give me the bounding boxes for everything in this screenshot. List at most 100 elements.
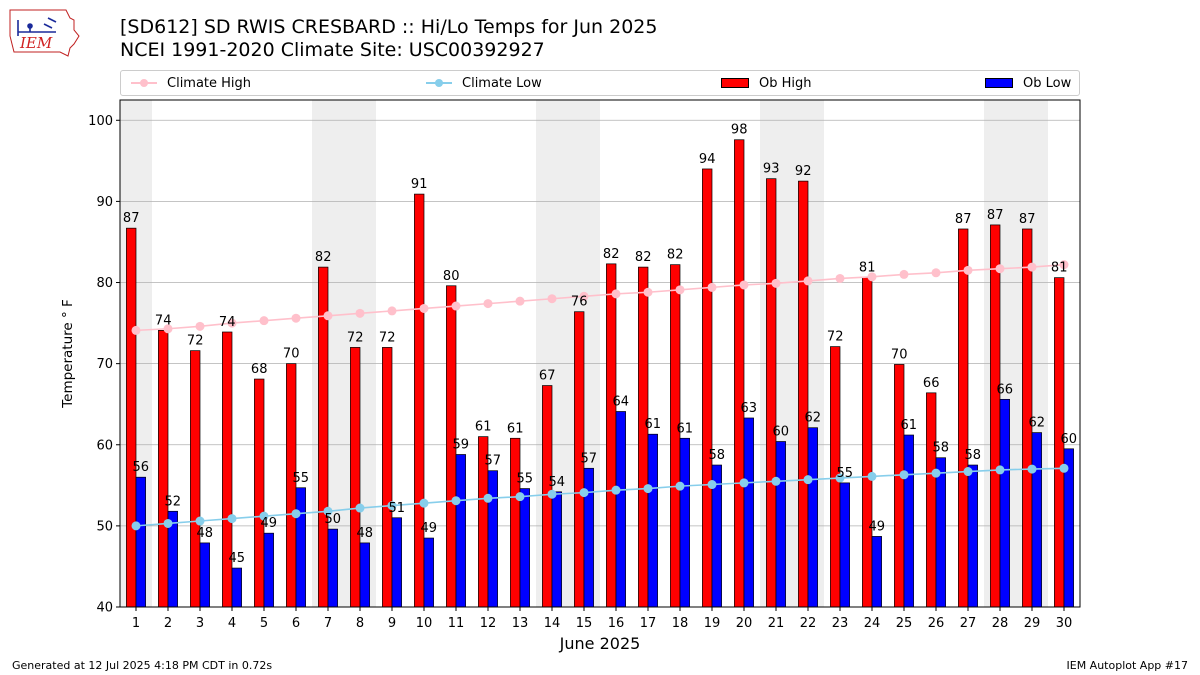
ob-high-bar-1 bbox=[126, 227, 137, 608]
ob-low-bar-27 bbox=[967, 464, 978, 608]
climate-low-point-22 bbox=[803, 475, 813, 485]
chart-title: [SD612] SD RWIS CRESBARD :: Hi/Lo Temps … bbox=[120, 16, 658, 38]
climate-high-point-14 bbox=[547, 294, 557, 304]
climate-high-point-13 bbox=[515, 296, 525, 306]
climate-high-point-5 bbox=[259, 316, 269, 326]
iem-logo: IEM bbox=[8, 6, 82, 62]
legend-item-climate-low: Climate Low bbox=[426, 74, 542, 92]
ob-low-label-30: 60 bbox=[1061, 432, 1078, 447]
ob-high-label-4: 74 bbox=[219, 315, 236, 330]
ob-low-bar-3 bbox=[199, 542, 210, 608]
ob-high-bar-27 bbox=[958, 228, 969, 608]
ob-high-label-3: 72 bbox=[187, 334, 204, 349]
ob-low-label-26: 58 bbox=[933, 441, 950, 456]
climate-low-point-8 bbox=[355, 503, 365, 513]
ob-low-label-14: 54 bbox=[549, 475, 566, 490]
climate-low-point-20 bbox=[739, 478, 749, 488]
x-tick-label-12: 12 bbox=[480, 616, 497, 631]
ob-low-label-6: 55 bbox=[293, 471, 310, 486]
ob-high-bar-17 bbox=[638, 266, 649, 608]
climate-high-point-20 bbox=[739, 280, 749, 290]
y-tick-label-70: 70 bbox=[96, 357, 113, 372]
climate-low-point-19 bbox=[707, 480, 717, 490]
ob-high-label-5: 68 bbox=[251, 362, 268, 377]
climate-low-point-21 bbox=[771, 476, 781, 486]
ob-low-bar-22 bbox=[807, 427, 818, 608]
ob-high-label-25: 70 bbox=[891, 347, 908, 362]
ob-high-label-30: 81 bbox=[1051, 261, 1068, 276]
ob-high-label-18: 82 bbox=[667, 248, 684, 263]
plot-frame bbox=[119, 99, 1081, 608]
climate-low-point-18 bbox=[675, 481, 685, 491]
x-tick-label-18: 18 bbox=[672, 616, 689, 631]
climate-high-point-25 bbox=[899, 269, 909, 279]
ob-low-label-12: 57 bbox=[485, 454, 502, 469]
ob-high-bar-13 bbox=[510, 437, 521, 608]
climate-low-point-24 bbox=[867, 471, 877, 481]
x-tick-label-26: 26 bbox=[928, 616, 945, 631]
ob-high-bar-22 bbox=[798, 180, 809, 608]
ob-low-label-11: 59 bbox=[453, 437, 470, 452]
ob-low-label-25: 61 bbox=[901, 418, 918, 433]
ob-low-bar-23 bbox=[839, 482, 850, 608]
ob-low-label-8: 48 bbox=[357, 526, 374, 541]
ob-high-label-28: 87 bbox=[987, 208, 1004, 223]
ob-high-label-16: 82 bbox=[603, 247, 620, 262]
ob-high-label-17: 82 bbox=[635, 250, 652, 265]
ob-high-label-29: 87 bbox=[1019, 212, 1036, 227]
ob-high-bar-10 bbox=[414, 193, 425, 608]
legend-label-ob-low: Ob Low bbox=[1023, 75, 1072, 91]
climate-low-point-1 bbox=[131, 521, 141, 531]
climate-low-point-14 bbox=[547, 489, 557, 499]
ob-low-bar-5 bbox=[263, 532, 274, 608]
climate-high-point-7 bbox=[323, 311, 333, 321]
ob-high-bar-16 bbox=[606, 263, 617, 608]
y-tick-label-60: 60 bbox=[96, 438, 113, 453]
y-tick-label-40: 40 bbox=[96, 601, 113, 616]
climate-low-point-6 bbox=[291, 509, 301, 519]
legend-item-ob-low: Ob Low bbox=[985, 74, 1071, 92]
climate-low-point-26 bbox=[931, 468, 941, 478]
climate-low-point-10 bbox=[419, 498, 429, 508]
climate-high-point-29 bbox=[1027, 262, 1037, 272]
legend-item-climate-high: Climate High bbox=[131, 74, 251, 92]
climate-low-point-9 bbox=[387, 501, 397, 511]
ob-high-bar-8 bbox=[350, 347, 361, 608]
ob-high-label-15: 76 bbox=[571, 295, 588, 310]
ob-low-bar-24 bbox=[871, 536, 882, 608]
ob-high-label-8: 72 bbox=[347, 330, 364, 345]
x-tick-label-28: 28 bbox=[992, 616, 1009, 631]
legend-label-climate-high: Climate High bbox=[167, 75, 252, 91]
climate-high-point-26 bbox=[931, 268, 941, 278]
ob-high-label-11: 80 bbox=[443, 269, 460, 284]
climate-high-point-6 bbox=[291, 313, 301, 323]
y-axis-label: Temperature ° F bbox=[60, 299, 76, 409]
ob-high-label-24: 81 bbox=[859, 261, 876, 276]
ob-low-bar-13 bbox=[519, 488, 530, 608]
ob-high-label-27: 87 bbox=[955, 212, 972, 227]
ob-high-bar-icon bbox=[721, 78, 749, 88]
x-tick-label-19: 19 bbox=[704, 616, 721, 631]
x-tick-label-29: 29 bbox=[1024, 616, 1041, 631]
ob-low-label-21: 60 bbox=[773, 425, 790, 440]
ob-low-bar-26 bbox=[935, 457, 946, 608]
climate-low-point-2 bbox=[163, 518, 173, 528]
ob-low-label-17: 61 bbox=[645, 417, 662, 432]
climate-high-point-16 bbox=[611, 289, 621, 299]
climate-high-line-icon bbox=[131, 79, 157, 87]
ob-low-label-19: 58 bbox=[709, 448, 726, 463]
x-tick-label-2: 2 bbox=[164, 616, 172, 631]
x-tick-label-17: 17 bbox=[640, 616, 657, 631]
x-tick-label-14: 14 bbox=[544, 616, 561, 631]
climate-high-line bbox=[135, 263, 1065, 332]
climate-high-point-19 bbox=[707, 282, 717, 292]
climate-low-point-5 bbox=[259, 511, 269, 521]
ob-low-bar-4 bbox=[231, 567, 242, 608]
ob-low-label-22: 62 bbox=[805, 411, 822, 426]
x-tick-label-8: 8 bbox=[356, 616, 364, 631]
ob-high-label-9: 72 bbox=[379, 330, 396, 345]
climate-low-point-4 bbox=[227, 514, 237, 524]
climate-high-point-3 bbox=[195, 321, 205, 331]
ob-high-label-6: 70 bbox=[283, 347, 300, 362]
